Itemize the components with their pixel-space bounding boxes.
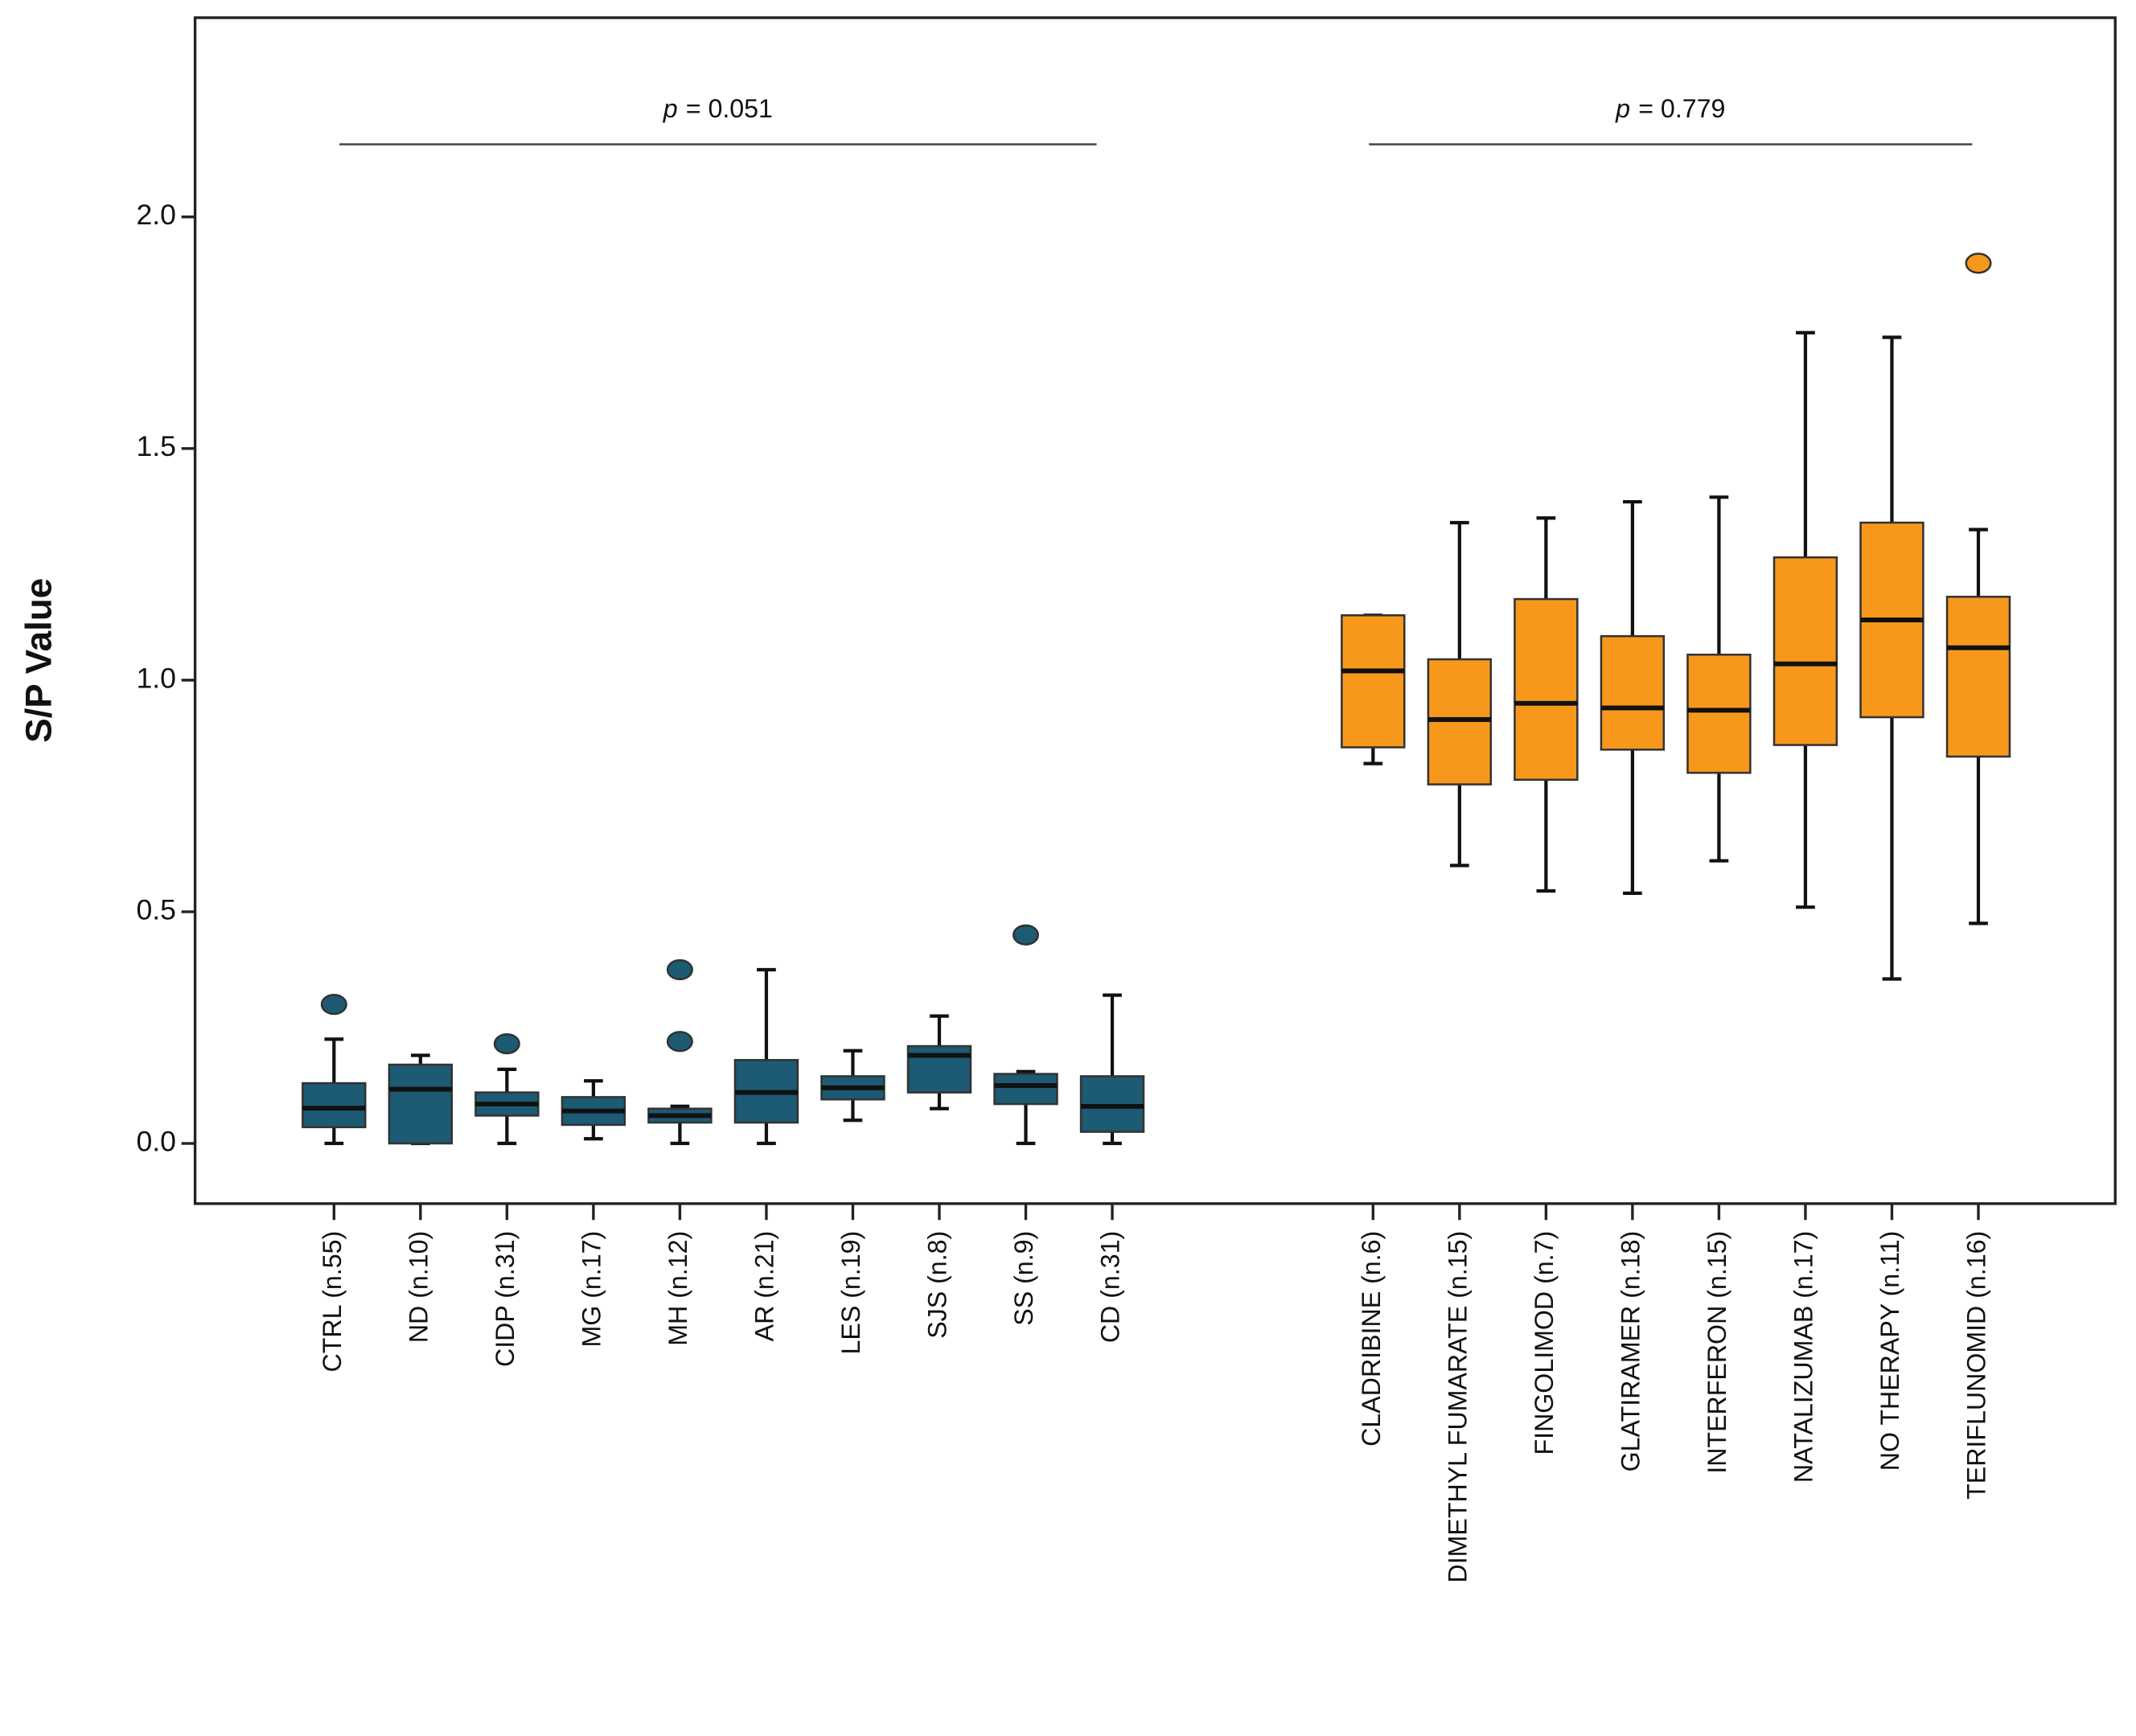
y-tick-label: 1.5	[136, 430, 175, 462]
x-tick-label: INTERFERON (n.15)	[1703, 1231, 1731, 1474]
box	[1772, 556, 1838, 746]
annotation-symbol: p	[1615, 94, 1630, 123]
y-tick-label: 2.0	[136, 199, 175, 231]
outlier	[666, 1031, 693, 1053]
x-tick-label: TERIFLUNOMID (n.16)	[1961, 1231, 1990, 1500]
outlier	[1965, 252, 1992, 274]
box	[1600, 634, 1666, 751]
x-tick-label: SS (n.9)	[1009, 1231, 1038, 1326]
outlier	[1012, 924, 1040, 946]
plot-frame	[193, 16, 2117, 1205]
outlier	[320, 994, 347, 1016]
box	[1341, 614, 1406, 749]
x-tick-label: AR (n.21)	[750, 1231, 778, 1342]
x-tick-label: CIDP (n.31)	[491, 1231, 520, 1367]
box	[1514, 597, 1579, 782]
x-tick-label: CTRL (n.55)	[318, 1231, 347, 1373]
x-tick-label: GLATIRAMER (n.18)	[1616, 1231, 1645, 1472]
x-tick-label: ND (n.10)	[404, 1231, 433, 1343]
y-axis-label: S/P Value	[18, 578, 59, 743]
box	[1945, 595, 2011, 758]
y-tick-label: 0.0	[136, 1125, 175, 1157]
annotation: p = 0.051	[663, 94, 773, 123]
x-tick-label: CD (n.31)	[1096, 1231, 1125, 1343]
x-tick-label: MG (n.17)	[577, 1231, 606, 1348]
box	[1686, 653, 1752, 774]
annotation-text: = 0.779	[1638, 94, 1725, 123]
x-tick-label: FINGOLIMOD (n.7)	[1530, 1231, 1559, 1455]
annotation-text: = 0.051	[686, 94, 773, 123]
x-tick-label: SJS (n.8)	[922, 1231, 951, 1339]
box	[302, 1081, 367, 1129]
outlier	[666, 958, 693, 981]
x-tick-label: DIMETHYL FUMARATE (n.15)	[1443, 1231, 1472, 1583]
outlier	[493, 1033, 520, 1055]
x-tick-label: LES (n.19)	[836, 1231, 865, 1355]
x-tick-label: NO THERAPY (n.11)	[1875, 1231, 1904, 1471]
y-tick-label: 0.5	[136, 893, 175, 925]
x-tick-label: MH (n.12)	[663, 1231, 692, 1346]
box	[993, 1073, 1058, 1106]
annotation-symbol: p	[663, 94, 678, 123]
y-tick-label: 1.0	[136, 662, 175, 694]
box	[388, 1063, 454, 1145]
annotation: p = 0.779	[1615, 94, 1725, 123]
x-tick-label: NATALIZUMAB (n.17)	[1789, 1231, 1818, 1483]
x-tick-label: CLADRIBINE (n.6)	[1357, 1231, 1386, 1447]
